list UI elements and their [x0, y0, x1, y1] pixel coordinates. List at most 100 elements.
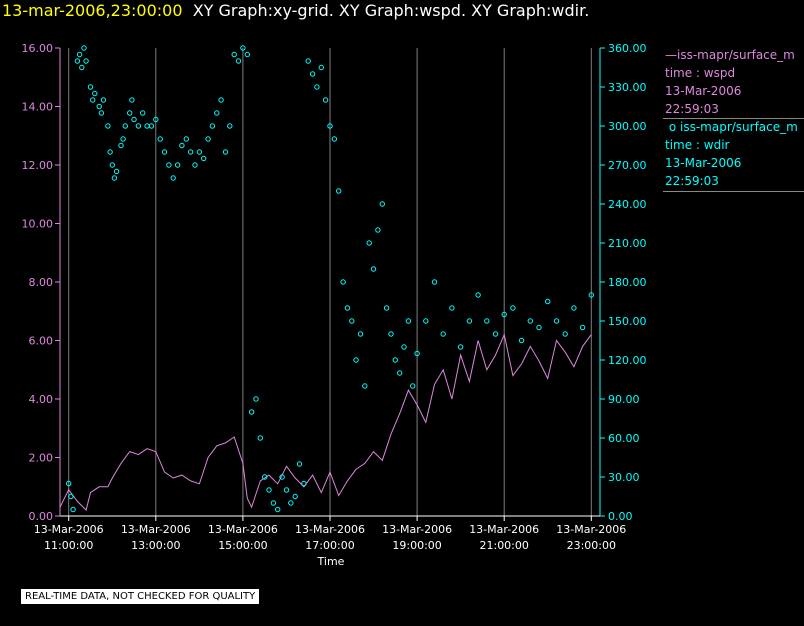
series-wdir-point — [510, 305, 516, 311]
series-wdir-point — [157, 136, 163, 142]
y-right-tick-label: 120.00 — [608, 354, 647, 367]
series-wdir-point — [405, 318, 412, 324]
x-tick-label-time: 15:00:00 — [218, 539, 267, 552]
series-wdir-point — [253, 396, 259, 402]
y-left-tick-label: 14.00 — [22, 101, 54, 114]
series-wdir-point — [397, 370, 403, 376]
y-left-tick-label: 12.00 — [22, 159, 54, 172]
legend-wdir-date: 13-Mar-2006 — [665, 156, 742, 170]
series-wdir-point — [79, 64, 85, 71]
legend-wspd-axes: time : wspd — [665, 66, 736, 80]
series-wdir-point — [170, 175, 176, 181]
legend-wdir-label: o iss-mapr/surface_m — [665, 120, 798, 134]
series-wdir-point — [129, 97, 135, 103]
series-wdir-point — [90, 97, 96, 103]
series-wdir-point — [74, 58, 81, 64]
x-tick-label-date: 13-Mar-2006 — [469, 523, 539, 536]
y-left-tick-label: 0.00 — [29, 510, 54, 523]
series-wdir-point — [66, 480, 72, 487]
series-wdir-point — [288, 500, 294, 506]
series-wdir-point — [222, 149, 229, 155]
y-right-tick-label: 90.00 — [608, 393, 640, 406]
series-wdir-point — [68, 493, 74, 500]
series-wdir-point — [466, 318, 473, 324]
series-wdir-point — [344, 305, 351, 311]
series-wdir-point — [153, 116, 159, 123]
legend-divider — [663, 191, 804, 192]
series-wdir-point — [196, 149, 203, 155]
y-left-tick-label: 8.00 — [29, 276, 54, 289]
legend-wdir-axes: time : wdir — [665, 138, 730, 152]
series-wdir-point — [107, 149, 113, 155]
y-right-tick-label: 240.00 — [608, 198, 647, 211]
series-wdir-point — [257, 435, 263, 441]
series-wdir-point — [457, 344, 464, 350]
series-wdir-point — [440, 331, 446, 337]
series-wdir-point — [81, 45, 87, 51]
series-wdir-point — [366, 240, 372, 246]
legend-wspd-label: —iss-mapr/surface_m — [665, 48, 795, 62]
series-wdir-point — [83, 58, 89, 64]
y-left-tick-label: 4.00 — [29, 393, 54, 406]
series-wdir-point — [296, 461, 303, 467]
series-wdir-point — [579, 324, 586, 331]
y-right-tick-label: 270.00 — [608, 159, 647, 172]
series-wdir-point — [414, 350, 420, 357]
series-wdir-point — [322, 97, 329, 103]
series-wdir-point — [553, 318, 560, 324]
series-wdir-point — [98, 110, 105, 116]
series-wdir-point — [120, 136, 126, 142]
series-wdir-point — [144, 123, 150, 129]
series-wdir-point — [379, 201, 385, 207]
y-right-tick-label: 180.00 — [608, 276, 647, 289]
series-wdir-point — [492, 331, 499, 337]
legend-wspd-time: 22:59:03 — [665, 102, 719, 116]
legend-wdir-time: 22:59:03 — [665, 174, 719, 188]
series-wdir-point — [209, 123, 216, 129]
series-wdir-point — [92, 90, 98, 97]
x-tick-label-date: 13-Mar-2006 — [295, 523, 365, 536]
series-wdir-point — [501, 311, 507, 318]
series-wdir-point — [518, 337, 525, 344]
series-wspd-line — [59, 332, 592, 512]
series-wdir-point — [240, 45, 246, 51]
series-wdir-point — [370, 266, 377, 272]
series-wdir-point — [527, 318, 533, 324]
series-wdir-point — [305, 58, 311, 64]
y-right-tick-label: 30.00 — [608, 471, 640, 484]
series-wdir-point — [336, 188, 342, 194]
series-wdir-point — [340, 279, 346, 285]
series-wdir-point — [183, 136, 190, 142]
series-wdir-point — [70, 506, 76, 513]
series-wdir-point — [148, 123, 155, 129]
series-wdir-point — [283, 487, 290, 493]
x-tick-label-date: 13-Mar-2006 — [121, 523, 191, 536]
series-wdir-point — [166, 162, 172, 168]
series-wdir-point — [192, 162, 198, 168]
series-wdir-point — [140, 110, 146, 116]
y-left-tick-label: 6.00 — [29, 335, 54, 348]
series-wdir-point — [545, 298, 551, 305]
x-tick-label-date: 13-Mar-2006 — [208, 523, 278, 536]
series-wdir-point — [205, 136, 211, 142]
series-wdir-point — [314, 84, 320, 90]
series-wdir-point — [262, 474, 268, 480]
title-graphs: XY Graph:xy-grid. XY Graph:wspd. XY Grap… — [192, 1, 590, 20]
series-wdir-point — [588, 292, 594, 298]
x-tick-label-time: 17:00:00 — [305, 539, 354, 552]
series-wdir-point — [279, 474, 285, 480]
x-tick-label-date: 13-Mar-2006 — [34, 523, 104, 536]
series-wdir-point — [362, 383, 368, 389]
series-wdir-point — [571, 305, 577, 311]
series-wdir-point — [275, 506, 281, 513]
series-wdir-point — [174, 162, 181, 168]
series-wdir-point — [353, 357, 359, 363]
series-wdir-point — [96, 103, 102, 110]
series-wdir-point — [248, 409, 255, 415]
series-wdir-point — [100, 97, 107, 103]
series-wdir-point — [410, 383, 416, 389]
x-tick-label-date: 13-Mar-2006 — [556, 523, 626, 536]
series-wdir-point — [309, 71, 316, 77]
series-wdir-point — [179, 142, 185, 149]
